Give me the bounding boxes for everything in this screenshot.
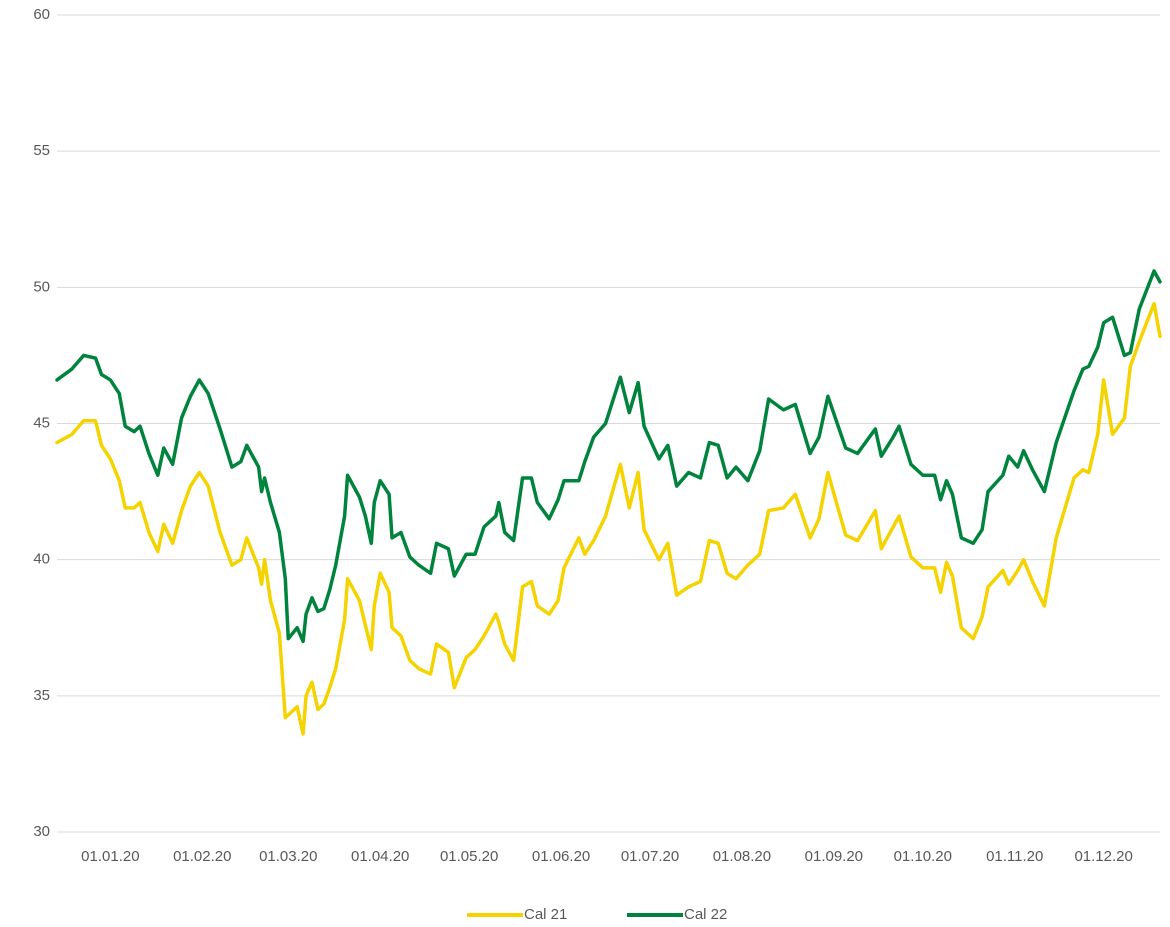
line-series <box>55 301 1162 736</box>
y-tick-label: 40 <box>33 551 50 568</box>
x-tick-label: 01.12.20 <box>1074 848 1132 865</box>
x-tick-label: 01.04.20 <box>351 848 409 865</box>
x-tick-label: 01.03.20 <box>259 848 317 865</box>
y-tick-label: 35 <box>33 687 50 704</box>
y-tick-label: 50 <box>33 278 50 295</box>
x-tick-label: 01.11.20 <box>986 848 1043 865</box>
line-series <box>55 269 1162 644</box>
legend-label: Cal 22 <box>684 906 727 923</box>
x-tick-label: 01.06.20 <box>532 848 590 865</box>
y-tick-label: 45 <box>33 414 50 431</box>
x-tick-label: 01.09.20 <box>805 848 863 865</box>
x-tick-label: 01.02.20 <box>173 848 231 865</box>
x-tick-label: 01.05.20 <box>440 848 498 865</box>
x-tick-label: 01.10.20 <box>894 848 952 865</box>
y-tick-label: 55 <box>33 142 50 159</box>
x-tick-label: 01.07.20 <box>621 848 679 865</box>
y-tick-label: 30 <box>33 823 50 840</box>
x-tick-label: 01.01.20 <box>81 848 139 865</box>
legend-label: Cal 21 <box>524 906 567 923</box>
x-tick-label: 01.08.20 <box>713 848 771 865</box>
y-tick-label: 60 <box>33 6 50 23</box>
